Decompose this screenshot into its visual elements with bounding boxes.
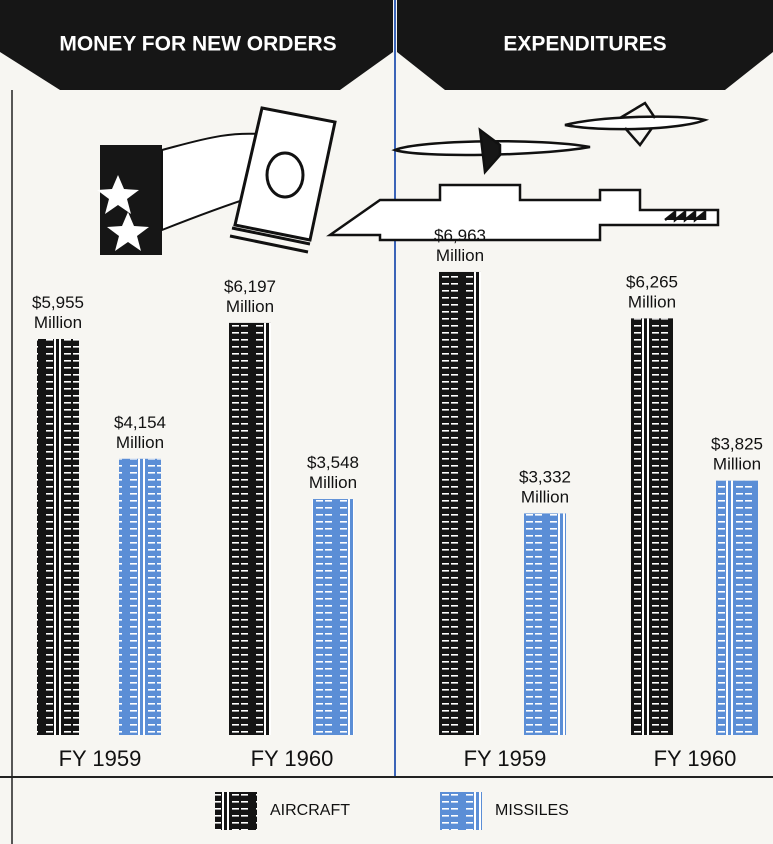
value-label: $6,197 Million: [224, 277, 276, 316]
bar: [37, 338, 79, 735]
value-label: $3,548 Million: [307, 454, 359, 493]
legend-label: MISSILES: [495, 802, 569, 819]
x-tick-label: FY 1959: [59, 746, 142, 771]
bar: [716, 480, 758, 735]
legend-texture: [440, 792, 482, 830]
header-banner: [397, 0, 773, 90]
value-label: $3,825 Million: [711, 435, 763, 474]
x-tick-label: FY 1959: [464, 746, 547, 771]
bar: [631, 318, 673, 735]
panel-title: MONEY FOR NEW ORDERS: [59, 33, 336, 56]
aerospace-illustration: [326, 101, 720, 242]
value-label: $6,963 Million: [434, 226, 486, 265]
money-illustration: [97, 106, 337, 255]
bar: [119, 458, 161, 735]
value-label: $5,955 Million: [32, 293, 84, 332]
x-tick-label: FY 1960: [654, 746, 737, 771]
legend-label: AIRCRAFT: [270, 802, 350, 819]
x-tick-label: FY 1960: [251, 746, 334, 771]
value-label: $4,154 Million: [114, 413, 166, 452]
bar: [312, 499, 354, 735]
value-label: $6,265 Million: [626, 273, 678, 312]
bar: [524, 513, 566, 735]
bar: [229, 322, 271, 735]
legend-texture: [215, 792, 257, 830]
bar: [439, 271, 481, 735]
value-label: $3,332 Million: [519, 468, 571, 507]
header-banner: [0, 0, 393, 90]
panel-title: EXPENDITURES: [503, 33, 666, 56]
